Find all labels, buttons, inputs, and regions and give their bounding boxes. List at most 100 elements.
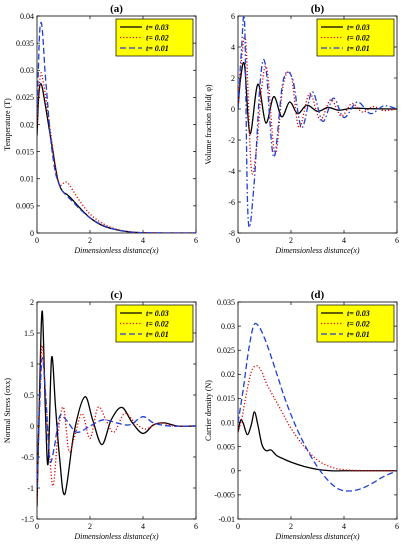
y-tick-label: 0.02 [221, 370, 235, 379]
x-tick-label: 0 [35, 522, 39, 531]
y-tick-label: 1 [30, 360, 34, 369]
x-axis-label: Dimensionless distance(x) [73, 246, 159, 255]
y-axis-label: Carrier density (N) [204, 380, 213, 441]
chart-panel-1: (a) 0 2 4 6 0 0.005 0.01 0.015 0.02 0.025 0.03 0.035… [3, 3, 198, 255]
y-tick-label: -6 [228, 198, 235, 207]
legend-label: t= 0.02 [347, 34, 370, 43]
legend: t= 0.03 t= 0.02t= 0.01 [115, 18, 194, 57]
y-axis-label: Volume fraction field( φ) [204, 84, 213, 165]
chart-panel-3: (c)0 2 4 6-1.5-1-0.500.511.52Dimensionless … [3, 289, 198, 541]
legend: t= 0.03 t= 0.02t= 0.01 [316, 304, 395, 343]
series-group [37, 310, 196, 507]
x-tick-label: 0 [236, 522, 240, 531]
x-axis-label: Dimensionless distance(x) [274, 532, 360, 541]
y-tick-label: 0 [30, 422, 34, 431]
legend-label: t= 0.03 [347, 309, 370, 318]
legend-label: t= 0.01 [146, 330, 169, 339]
y-tick-label: 0.005 [16, 202, 34, 211]
series-line-1 [37, 310, 196, 507]
y-tick-label: 0.035 [16, 39, 34, 48]
chart-panel-2: (b) 0 2 4 6 -8 -6 -4 -2 0 2 4 6 Dimensionless distanc… [204, 3, 399, 255]
series-line-1 [238, 411, 397, 472]
y-tick-label: 0 [231, 105, 235, 114]
y-tick-label: -8 [228, 229, 235, 238]
y-tick-label: 6 [231, 12, 235, 21]
y-tick-label: 0.035 [217, 298, 235, 307]
x-tick-label: 2 [88, 236, 92, 245]
y-tick-label: -0.005 [214, 491, 235, 500]
x-tick-label: 4 [141, 522, 145, 531]
y-tick-label: 0 [231, 467, 235, 476]
y-tick-label: -2 [228, 136, 235, 145]
x-tick-label: 4 [141, 236, 145, 245]
x-tick-label: 2 [88, 522, 92, 531]
x-tick-label: 2 [289, 522, 293, 531]
legend: t= 0.03 t= 0.02t= 0.01 [316, 18, 395, 57]
series-line-3 [238, 322, 397, 492]
y-tick-label: 0.01 [221, 418, 235, 427]
y-tick-label: -4 [228, 167, 235, 176]
x-tick-label: 6 [194, 522, 198, 531]
x-tick-label: 0 [236, 236, 240, 245]
x-tick-label: 6 [194, 236, 198, 245]
legend-label: t= 0.01 [146, 44, 169, 53]
legend-box [316, 304, 395, 343]
series-group [37, 21, 196, 233]
y-tick-label: 0.025 [16, 93, 34, 102]
legend: t= 0.03 t= 0.02t= 0.01 [115, 304, 194, 343]
y-tick-label: 0.015 [217, 394, 235, 403]
y-tick-label: -1.5 [21, 515, 34, 524]
y-tick-label: 0.02 [20, 120, 34, 129]
x-tick-label: 2 [289, 236, 293, 245]
y-tick-label: 0.015 [16, 147, 34, 156]
y-tick-label: 1.5 [24, 329, 34, 338]
x-tick-label: 0 [35, 236, 39, 245]
series-line-3 [37, 21, 196, 233]
y-tick-label: 0.5 [24, 391, 34, 400]
panel-label: (a) [110, 3, 123, 15]
chart-panel-4: (d) 0 2 4 6 -0.01 -0.005 0 0.005 0.01 0.015 0.02 0.0… [204, 289, 399, 541]
x-axis-label: Dimensionless distance(x) [73, 532, 159, 541]
series-line-3 [37, 357, 196, 489]
legend-box [115, 18, 194, 57]
x-axis-label: Dimensionless distance(x) [274, 246, 360, 255]
y-tick-label: 0.005 [217, 442, 235, 451]
y-tick-label: 0 [30, 229, 34, 238]
y-tick-label: 0.025 [217, 346, 235, 355]
legend-label: t= 0.03 [146, 23, 169, 32]
series-group [238, 322, 397, 492]
legend-label: t= 0.02 [347, 320, 370, 329]
series-line-2 [238, 35, 397, 175]
legend-label: t= 0.02 [146, 34, 169, 43]
y-tick-label: 0.03 [221, 322, 235, 331]
x-tick-label: 4 [342, 522, 346, 531]
series-line-1 [238, 61, 397, 135]
legend-label: t= 0.03 [347, 23, 370, 32]
legend-label: t= 0.03 [146, 309, 169, 318]
series-line-2 [238, 364, 397, 472]
legend-box [316, 18, 395, 57]
legend-label: t= 0.01 [347, 330, 370, 339]
y-tick-label: 0.03 [20, 66, 34, 75]
legend-box [115, 304, 194, 343]
legend-label: t= 0.02 [146, 320, 169, 329]
y-axis-label: Normal Stress (σxx) [3, 378, 12, 444]
x-tick-label: 4 [342, 236, 346, 245]
y-tick-label: 4 [231, 43, 235, 52]
legend-label: t= 0.01 [347, 44, 370, 53]
y-tick-label: 0.04 [20, 12, 34, 21]
y-tick-label: 2 [30, 298, 34, 307]
y-tick-label: 2 [231, 74, 235, 83]
x-tick-label: 6 [395, 522, 399, 531]
series-group [238, 16, 397, 228]
y-tick-label: -0.01 [218, 515, 235, 524]
series-line-3 [238, 16, 397, 228]
y-tick-label: -0.5 [21, 453, 34, 462]
panel-label: (c) [110, 289, 123, 301]
panel-label: (d) [311, 289, 325, 301]
y-axis-label: Temperature (T) [3, 98, 12, 151]
y-tick-label: 0.01 [20, 175, 34, 184]
y-tick-label: -1 [27, 484, 34, 493]
x-tick-label: 6 [395, 236, 399, 245]
